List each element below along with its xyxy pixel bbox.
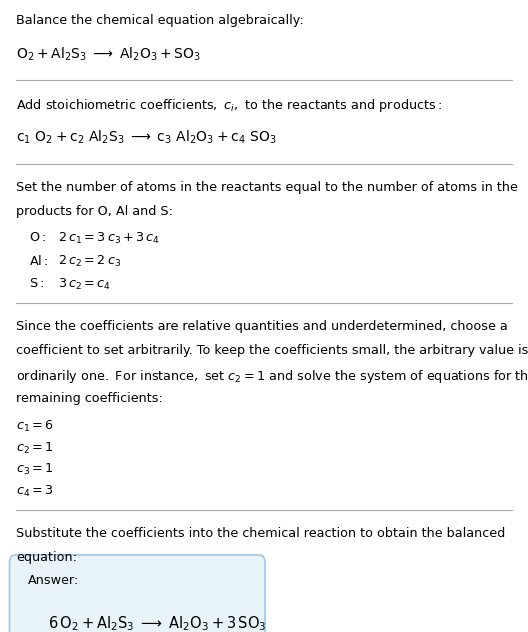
Text: $3\,c_2 = c_4$: $3\,c_2 = c_4$ <box>58 277 111 292</box>
Text: $2\,c_1 = 3\,c_3 + 3\,c_4$: $2\,c_1 = 3\,c_3 + 3\,c_4$ <box>58 231 160 246</box>
Text: Balance the chemical equation algebraically:: Balance the chemical equation algebraica… <box>16 14 304 27</box>
Text: $c_3 = 1$: $c_3 = 1$ <box>16 462 53 477</box>
Text: Substitute the coefficients into the chemical reaction to obtain the balanced: Substitute the coefficients into the che… <box>16 527 505 540</box>
Text: equation:: equation: <box>16 551 77 564</box>
Text: $\mathregular{S:}$: $\mathregular{S:}$ <box>29 277 44 290</box>
Text: $\mathregular{O_2 + Al_2S_3 \;\longrightarrow\; Al_2O_3 + SO_3}$: $\mathregular{O_2 + Al_2S_3 \;\longright… <box>16 46 201 63</box>
Text: $\mathregular{c_1\ O_2 + c_2\ Al_2S_3 \;\longrightarrow\; c_3\ Al_2O_3 + c_4\ SO: $\mathregular{c_1\ O_2 + c_2\ Al_2S_3 \;… <box>16 129 276 147</box>
Text: $\mathregular{O:}$: $\mathregular{O:}$ <box>29 231 46 245</box>
Text: Answer:: Answer: <box>27 574 79 587</box>
Text: $\mathregular{6\,O_2 + Al_2S_3 \;\longrightarrow\; Al_2O_3 + 3\,SO_3}$: $\mathregular{6\,O_2 + Al_2S_3 \;\longri… <box>48 614 266 632</box>
Text: $c_2 = 1$: $c_2 = 1$ <box>16 441 53 456</box>
Text: $2\,c_2 = 2\,c_3$: $2\,c_2 = 2\,c_3$ <box>58 254 121 269</box>
Text: $\mathregular{Al:}$: $\mathregular{Al:}$ <box>29 254 49 268</box>
Text: coefficient to set arbitrarily. To keep the coefficients small, the arbitrary va: coefficient to set arbitrarily. To keep … <box>16 344 528 358</box>
Text: $c_4 = 3$: $c_4 = 3$ <box>16 483 54 499</box>
Text: Since the coefficients are relative quantities and underdetermined, choose a: Since the coefficients are relative quan… <box>16 320 507 334</box>
FancyBboxPatch shape <box>10 555 265 632</box>
Text: $\mathregular{Add\ stoichiometric\ coefficients,}\ c_i\mathregular{,\ to\ the\ r: $\mathregular{Add\ stoichiometric\ coeff… <box>16 97 442 114</box>
Text: remaining coefficients:: remaining coefficients: <box>16 392 163 406</box>
Text: $c_1 = 6$: $c_1 = 6$ <box>16 419 54 434</box>
Text: Set the number of atoms in the reactants equal to the number of atoms in the: Set the number of atoms in the reactants… <box>16 181 518 194</box>
Text: products for O, Al and S:: products for O, Al and S: <box>16 205 173 218</box>
Text: $\mathregular{ordinarily\ one.\ For\ instance,\ set\ }c_2 = 1\mathregular{\ and\: $\mathregular{ordinarily\ one.\ For\ ins… <box>16 368 528 386</box>
